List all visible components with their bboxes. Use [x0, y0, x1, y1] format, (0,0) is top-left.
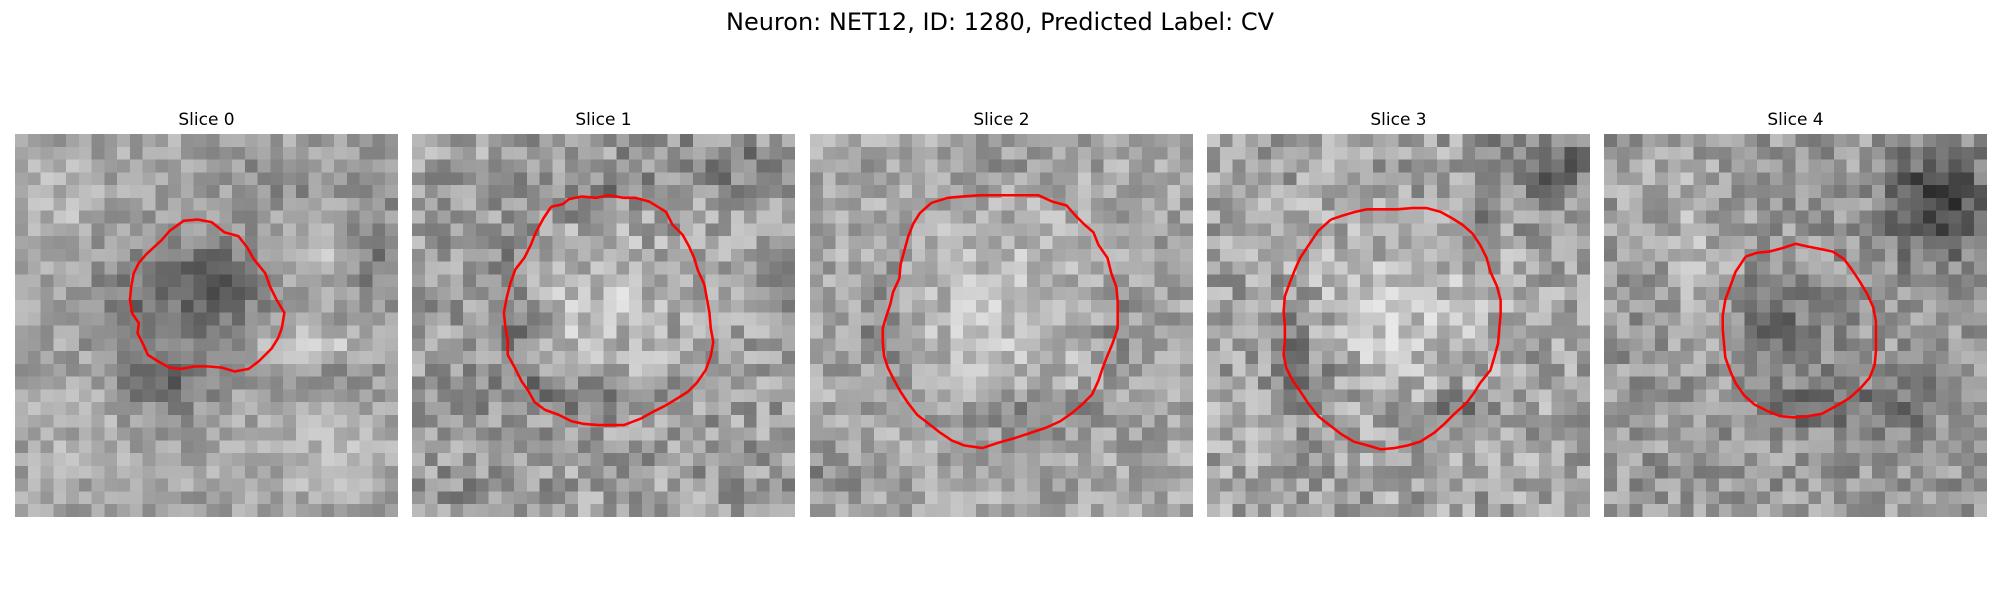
- red-contour-outline: [1721, 242, 1878, 419]
- slice-image-0: [15, 134, 398, 517]
- red-contour-outline: [1282, 206, 1502, 451]
- slice-panel-2: Slice 2: [810, 106, 1193, 517]
- slice-title-4: Slice 4: [1767, 110, 1824, 130]
- slice-panel-1: Slice 1: [412, 106, 795, 517]
- slice-title-0: Slice 0: [178, 110, 235, 130]
- grayscale-pixel-grid: [1207, 134, 1590, 517]
- grayscale-pixel-grid: [1604, 134, 1987, 517]
- red-contour-outline: [502, 194, 715, 427]
- slice-panel-4: Slice 4: [1604, 106, 1987, 517]
- slice-image-3: [1207, 134, 1590, 517]
- slice-panel-3: Slice 3: [1207, 106, 1590, 517]
- grayscale-pixel-grid: [15, 134, 398, 517]
- red-contour-outline: [881, 194, 1119, 450]
- slice-title-3: Slice 3: [1370, 110, 1427, 130]
- slice-image-2: [810, 134, 1193, 517]
- grayscale-pixel-grid: [412, 134, 795, 517]
- slice-image-1: [412, 134, 795, 517]
- slice-title-2: Slice 2: [973, 110, 1030, 130]
- slice-title-1: Slice 1: [575, 110, 632, 130]
- slice-image-4: [1604, 134, 1987, 517]
- figure-title: Neuron: NET12, ID: 1280, Predicted Label…: [726, 8, 1274, 36]
- slice-panel-0: Slice 0: [15, 106, 398, 517]
- grayscale-pixel-grid: [810, 134, 1193, 517]
- red-contour-outline: [128, 218, 286, 373]
